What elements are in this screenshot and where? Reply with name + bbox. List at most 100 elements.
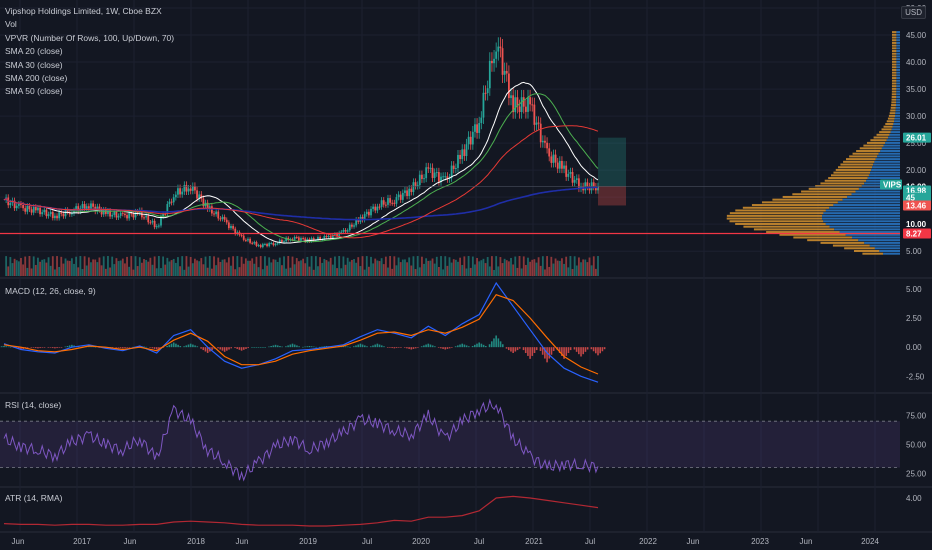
- legend-item-sma20[interactable]: SMA 20 (close): [5, 46, 63, 57]
- volume-bar: [162, 256, 165, 276]
- candle-body: [395, 197, 398, 204]
- volume-bar: [204, 256, 207, 276]
- candle-body: [391, 202, 394, 204]
- volume-bar: [289, 267, 292, 276]
- legend-item-vol[interactable]: Vol: [5, 19, 17, 30]
- candle-body: [9, 202, 12, 206]
- candle-body: [323, 236, 326, 240]
- vpvr-bar-up: [833, 204, 900, 207]
- legend-item-sma50[interactable]: SMA 50 (close): [5, 86, 63, 97]
- macd-histogram-bar: [595, 347, 597, 354]
- vpvr-bar-down: [891, 104, 896, 107]
- vpvr-bar-up: [823, 220, 900, 223]
- candle-body: [249, 238, 251, 243]
- candle-body: [334, 233, 336, 235]
- atr-label[interactable]: ATR (14, RMA): [5, 493, 63, 503]
- candle-body: [75, 206, 78, 211]
- volume-bar: [81, 269, 84, 276]
- candle-body: [274, 244, 277, 246]
- candle-body: [98, 206, 101, 210]
- volume-bar: [367, 266, 370, 276]
- volume-bar: [287, 256, 290, 276]
- vpvr-bar-up: [874, 160, 900, 163]
- volume-bar: [11, 263, 14, 276]
- candle-body: [54, 215, 56, 219]
- candle-body: [170, 201, 173, 203]
- rsi-label[interactable]: RSI (14, close): [5, 400, 62, 410]
- volume-bar: [527, 257, 529, 276]
- candle-body: [444, 176, 447, 178]
- candle-body: [157, 225, 160, 227]
- price-pane[interactable]: [0, 37, 900, 276]
- macd-histogram-bar: [60, 347, 63, 348]
- candle-body: [24, 208, 27, 212]
- volume-bar: [259, 256, 262, 276]
- volume-bar: [56, 256, 58, 276]
- macd-histogram-bar: [417, 347, 419, 348]
- macd-label[interactable]: MACD (12, 26, close, 9): [5, 286, 96, 296]
- candle-body: [126, 215, 128, 219]
- rsi-pane[interactable]: [0, 398, 900, 482]
- volume-bar: [378, 261, 381, 276]
- candle-body: [406, 190, 408, 197]
- candle-body: [361, 216, 364, 221]
- macd-histogram-bar: [582, 347, 585, 355]
- price-badge: [903, 132, 931, 143]
- candle-body: [471, 131, 474, 145]
- macd-histogram-bar: [255, 347, 258, 348]
- volume-bar: [346, 257, 349, 276]
- price-tick-label: 20.00: [906, 166, 927, 175]
- volume-bar: [344, 264, 347, 276]
- legend-title[interactable]: Vipshop Holdings Limited, 1W, Cboe BZX: [5, 6, 162, 16]
- vpvr-bar-up: [886, 139, 900, 142]
- sma50-line: [3, 125, 599, 239]
- macd-histogram-bar: [30, 347, 33, 348]
- volume-bar: [49, 265, 52, 276]
- volume-bar: [533, 259, 536, 276]
- volume-bar: [79, 256, 82, 276]
- legend-item-sma30[interactable]: SMA 30 (close): [5, 59, 63, 70]
- candle-body: [454, 167, 457, 169]
- candle-body: [314, 240, 317, 242]
- macd-histogram-bar: [459, 344, 461, 348]
- macd-pane[interactable]: [0, 281, 606, 383]
- macd-histogram-bar: [94, 346, 97, 348]
- volume-bar: [230, 265, 232, 276]
- vpvr-bar-up: [896, 98, 900, 101]
- x-axis-tick-label: Jul: [474, 537, 484, 546]
- macd-histogram-bar: [49, 347, 52, 348]
- vpvr-bar-up: [875, 158, 900, 161]
- volume-bar: [138, 257, 141, 276]
- candle-body: [310, 238, 313, 242]
- vpvr-bar-down: [772, 198, 843, 201]
- volume-bar: [306, 256, 309, 276]
- vpvr-bar-up: [896, 90, 900, 93]
- legend-item-vpvr[interactable]: VPVR (Number Of Rows, 100, Up/Down, 70): [5, 32, 175, 43]
- macd-histogram-bar: [389, 347, 391, 348]
- price-badge-label: 13.46: [906, 201, 927, 210]
- candle-body: [488, 60, 491, 89]
- candle-body: [565, 165, 568, 177]
- candle-body: [531, 104, 534, 106]
- macd-histogram-bar: [410, 347, 413, 350]
- candle-body: [410, 188, 413, 193]
- macd-histogram-bar: [516, 347, 519, 351]
- candle-body: [160, 216, 162, 226]
- currency-label[interactable]: USD: [901, 6, 926, 19]
- volume-bar: [15, 260, 18, 276]
- macd-histogram-bar: [391, 347, 393, 349]
- macd-histogram-bar: [43, 347, 46, 348]
- atr-pane[interactable]: [3, 495, 599, 527]
- macd-histogram-bar: [474, 344, 476, 348]
- volume-bar: [340, 268, 343, 276]
- vpvr-bar-down: [891, 77, 897, 80]
- candle-body: [355, 219, 358, 226]
- volume-bar: [85, 265, 88, 276]
- volume-bar: [145, 259, 148, 276]
- volume-bar: [459, 257, 462, 276]
- volume-bar: [132, 269, 135, 276]
- legend-item-sma200[interactable]: SMA 200 (close): [5, 72, 68, 83]
- candle-body: [442, 176, 445, 178]
- macd-histogram-bar: [251, 347, 253, 348]
